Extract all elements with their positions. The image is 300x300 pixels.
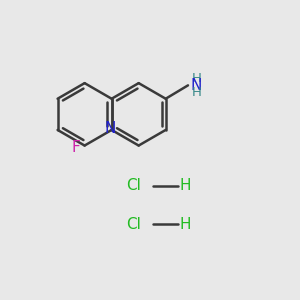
Text: H: H: [191, 72, 201, 85]
Text: H: H: [180, 217, 191, 232]
Text: N: N: [104, 121, 116, 136]
Text: F: F: [72, 140, 81, 154]
Text: N: N: [190, 78, 202, 93]
Text: Cl: Cl: [126, 217, 141, 232]
Text: H: H: [180, 178, 191, 193]
Text: Cl: Cl: [126, 178, 141, 193]
Text: H: H: [191, 86, 201, 99]
